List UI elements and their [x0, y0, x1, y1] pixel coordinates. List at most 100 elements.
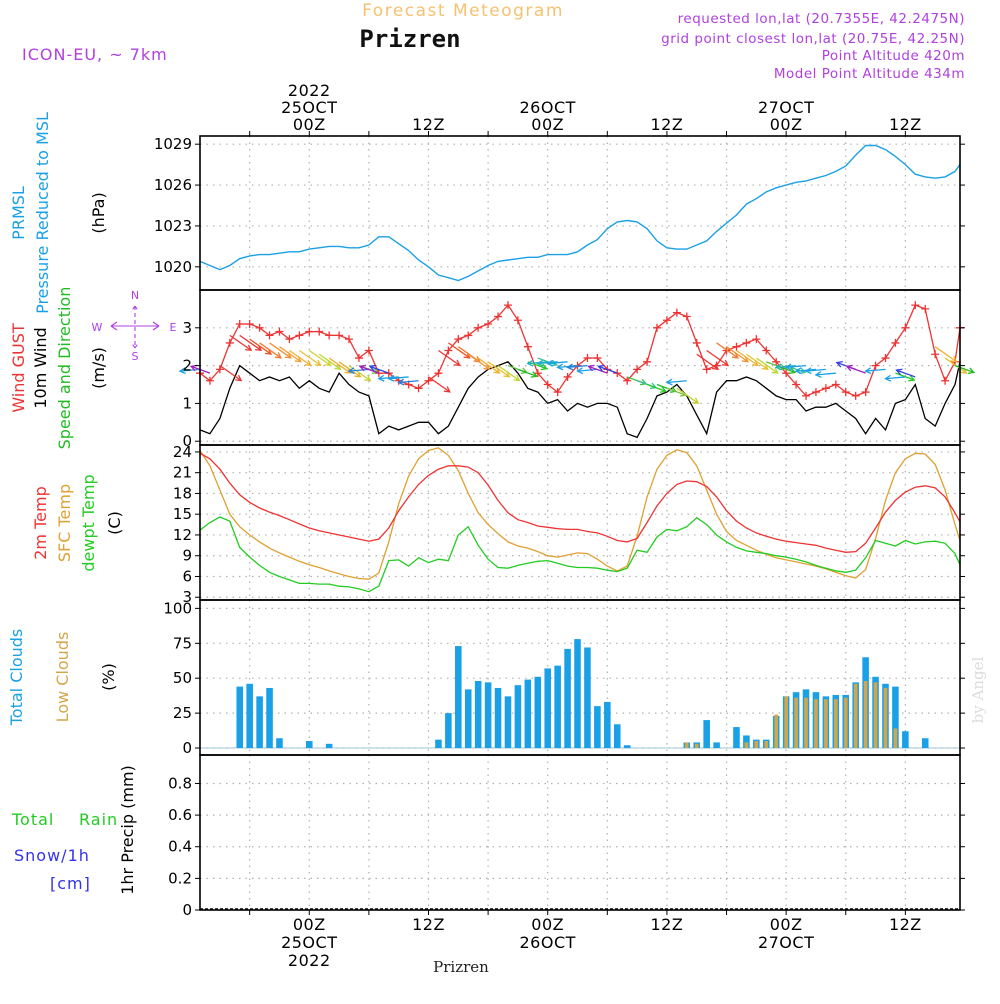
wind-arrow-shaft — [666, 387, 686, 396]
wind-arrow — [646, 383, 668, 393]
y-tick-label: 3 — [182, 319, 192, 337]
wind-arrow — [746, 353, 769, 370]
gust-marker — [225, 338, 234, 347]
wind-arrow — [696, 353, 720, 370]
wind-arrow-head — [950, 355, 958, 363]
total-cloud-bar — [514, 685, 522, 749]
gust-marker — [623, 376, 632, 385]
wind-arrow-head — [347, 367, 355, 375]
total-cloud-bar — [743, 735, 750, 749]
total-cloud-bar — [266, 687, 273, 749]
wind-arrow-shaft — [497, 365, 520, 382]
wind-arrow-head — [274, 352, 283, 359]
compass-n: N — [131, 289, 139, 302]
time-label-bottom: 00Z — [770, 915, 803, 934]
wind-arrow — [716, 342, 740, 359]
wind-arrow-shaft — [487, 361, 510, 378]
total-cloud-bar — [902, 731, 909, 749]
wind-arrow-head — [443, 386, 451, 393]
low-cloud-bar — [754, 741, 759, 749]
low-cloud-bar — [684, 742, 689, 749]
gust-marker — [841, 388, 850, 397]
wind-arrow-head — [364, 374, 372, 382]
total-cloud-bar — [236, 686, 244, 749]
pressure-line — [199, 144, 961, 282]
wind-arrow — [536, 359, 558, 367]
wind-arrow-head — [368, 364, 376, 372]
wind-arrow — [845, 364, 866, 374]
wind-arrow-shaft — [557, 364, 578, 369]
gust-marker — [335, 331, 344, 340]
wind-arrow-shaft — [180, 368, 201, 372]
y-tick-label: 12 — [173, 526, 192, 544]
wind-arrow-shaft — [378, 376, 399, 380]
gust-marker — [563, 372, 572, 381]
wind-arrow-head — [884, 374, 892, 382]
time-label-top: 00Z — [293, 115, 326, 134]
wind-arrow-head — [387, 374, 395, 382]
total-cloud-bar — [613, 724, 621, 749]
wind-arrow-head — [540, 363, 548, 371]
y-tick-label: 1023 — [154, 217, 192, 235]
wind-arrow-shaft — [308, 349, 331, 366]
dewpt-label: dewpt Temp — [79, 474, 98, 571]
y-tick-label: 15 — [173, 505, 192, 523]
wind-arrow — [566, 363, 588, 371]
wind-arrow-head — [556, 363, 564, 371]
gust-marker — [941, 376, 950, 385]
gust-marker — [315, 327, 324, 336]
wind-arrow-shaft — [229, 334, 252, 351]
wind-arrow-head — [835, 361, 843, 368]
dewpt-line — [199, 516, 961, 593]
temp2m-label: 2m Temp — [31, 486, 50, 560]
y-tick-label: 9 — [182, 547, 192, 565]
low-cloud-bar — [843, 697, 848, 749]
y-tick-label: 0.2 — [168, 869, 192, 887]
gust-marker — [295, 331, 304, 340]
wind-arrow — [556, 363, 578, 371]
low-cloud-bar — [883, 687, 888, 749]
wind-arrow — [447, 342, 471, 359]
low-cloud-bar — [893, 728, 898, 749]
wind-arrow-head — [526, 359, 534, 367]
wind-arrow-head — [741, 355, 749, 363]
wind-arrow-shaft — [398, 380, 419, 384]
time-label-bottom: 12Z — [412, 915, 445, 934]
gust-marker — [702, 365, 711, 374]
wind-arrow-head — [751, 359, 759, 367]
wind-arrow-head — [784, 363, 792, 371]
wind-arrow-shaft — [289, 349, 312, 366]
wind-arrow-head — [354, 371, 362, 378]
wind-arrow-head — [665, 378, 673, 386]
total-cloud-bar — [604, 701, 611, 749]
gust-marker — [652, 323, 661, 332]
wind-arrow-head — [397, 378, 405, 386]
gust-marker — [921, 304, 930, 313]
time-label-top: 25OCT — [281, 98, 337, 117]
wind-arrow — [358, 364, 380, 374]
low-cloud-bar — [834, 699, 838, 749]
gust-label: Wind GUST — [9, 323, 28, 413]
wind-arrow-head — [483, 363, 491, 370]
total-cloud-bar — [504, 696, 512, 749]
y-tick-label: 0 — [182, 901, 192, 919]
wind-arrow-shaft — [865, 368, 886, 372]
wind-arrow-shaft — [588, 365, 608, 374]
gust-marker — [205, 376, 214, 385]
gust-marker — [523, 342, 532, 351]
gust-marker — [752, 335, 761, 344]
wind-arrow-head — [493, 367, 501, 374]
wind-arrow-head — [659, 386, 668, 393]
wind-arrow-shaft — [298, 349, 322, 366]
wind-arrow — [477, 357, 501, 374]
wind-arrow — [249, 338, 273, 355]
gust-marker — [772, 357, 781, 366]
wind-arrow — [387, 374, 409, 382]
wind-arrow-shaft — [786, 364, 807, 369]
wind-arrow — [487, 361, 511, 378]
time-label-bottom: 26OCT — [520, 933, 576, 952]
wind-arrow-shaft — [755, 357, 779, 374]
wind-unit: (m/s) — [89, 347, 108, 389]
gust-marker — [215, 365, 224, 374]
